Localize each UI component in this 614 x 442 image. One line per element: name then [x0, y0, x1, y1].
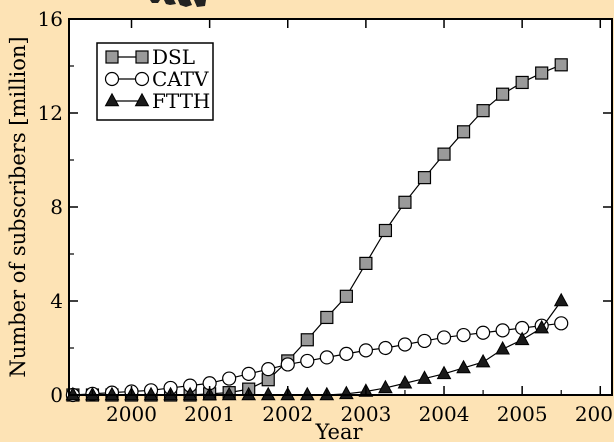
- legend-entry-catv: CATV: [104, 67, 209, 91]
- data-point-ftth: [495, 340, 510, 355]
- data-point-catv: [339, 346, 354, 361]
- legend-label: DSL: [152, 45, 195, 69]
- x-axis-title: Year: [314, 420, 363, 442]
- y-tick-label: 8: [50, 195, 63, 219]
- data-point-catv: [456, 327, 471, 343]
- data-point-catv: [495, 323, 510, 338]
- x-tick-label: 2006: [575, 402, 614, 426]
- data-point-ftth: [397, 375, 413, 389]
- data-point-catv: [378, 340, 393, 356]
- y-tick-label: 16: [38, 7, 63, 31]
- data-point-catv: [397, 337, 413, 352]
- y-tick-label: 12: [38, 101, 63, 125]
- legend-entry-ftth: FTTH: [104, 89, 210, 113]
- data-point-dsl: [359, 256, 373, 270]
- data-point-ftth: [104, 386, 120, 401]
- data-point-catv: [280, 357, 295, 372]
- legend-marker-circle: [104, 71, 120, 87]
- data-point-dsl: [515, 75, 529, 90]
- data-point-ftth: [534, 319, 550, 334]
- x-tick-label: 2005: [497, 402, 548, 426]
- legend-marker-triangle: [104, 92, 120, 107]
- data-point-dsl: [476, 104, 490, 118]
- data-point-dsl: [535, 66, 549, 80]
- data-point-dsl: [437, 147, 451, 161]
- data-point-ftth: [143, 386, 159, 401]
- data-point-ftth: [417, 370, 432, 384]
- data-point-dsl: [320, 310, 334, 325]
- legend-marker-circle: [134, 71, 150, 87]
- legend-entry-dsl: DSL: [105, 45, 195, 69]
- data-point-ftth: [260, 386, 276, 401]
- data-point-catv: [222, 371, 237, 386]
- data-point-dsl: [398, 195, 412, 209]
- data-point-ftth: [182, 386, 198, 401]
- data-point-ftth: [456, 359, 471, 374]
- x-tick-label: 2002: [262, 402, 313, 426]
- data-point-catv: [241, 366, 256, 381]
- axes-layer: 2000 2001 2002 2003 2004 2005 2006 0 4 8 12 16: [38, 7, 614, 426]
- y-tick-label: 4: [50, 289, 63, 313]
- data-point-ftth: [221, 386, 237, 401]
- legend-marker-square: [105, 50, 119, 64]
- legend-label: FTTH: [152, 89, 210, 113]
- y-axis-title: Number of subscribers [million]: [6, 36, 30, 377]
- data-point-dsl: [496, 87, 510, 101]
- data-point-ftth: [299, 386, 315, 401]
- data-point-ftth: [475, 353, 491, 368]
- legend-label: CATV: [152, 67, 209, 91]
- data-point-catv: [261, 362, 276, 377]
- data-point-catv: [358, 343, 373, 358]
- data-point-catv: [475, 325, 491, 340]
- data-point-ftth: [436, 365, 452, 380]
- legend-marker-square: [135, 50, 149, 64]
- y-tick-label: 0: [50, 383, 63, 407]
- legend-marker-triangle: [134, 92, 150, 107]
- data-point-catv: [300, 353, 315, 369]
- data-point-dsl: [456, 125, 471, 139]
- data-point-dsl: [378, 223, 393, 238]
- data-point-catv: [319, 350, 334, 365]
- data-point-catv: [417, 333, 432, 349]
- x-tick-label: 2003: [340, 402, 391, 426]
- data-point-dsl: [554, 58, 568, 72]
- data-point-catv: [436, 330, 452, 345]
- data-point-dsl: [339, 289, 353, 303]
- data-point-ftth: [514, 331, 530, 346]
- data-point-dsl: [300, 333, 314, 347]
- data-point-catv: [554, 316, 569, 331]
- data-point-ftth: [553, 292, 569, 307]
- x-tick-label: 2001: [184, 402, 235, 426]
- data-point-ftth: [378, 379, 393, 394]
- x-tick-label: 2004: [419, 402, 470, 426]
- x-tick-label: 2000: [106, 402, 157, 426]
- data-point-dsl: [417, 171, 432, 185]
- cropped-title-fragment: [150, 0, 206, 7]
